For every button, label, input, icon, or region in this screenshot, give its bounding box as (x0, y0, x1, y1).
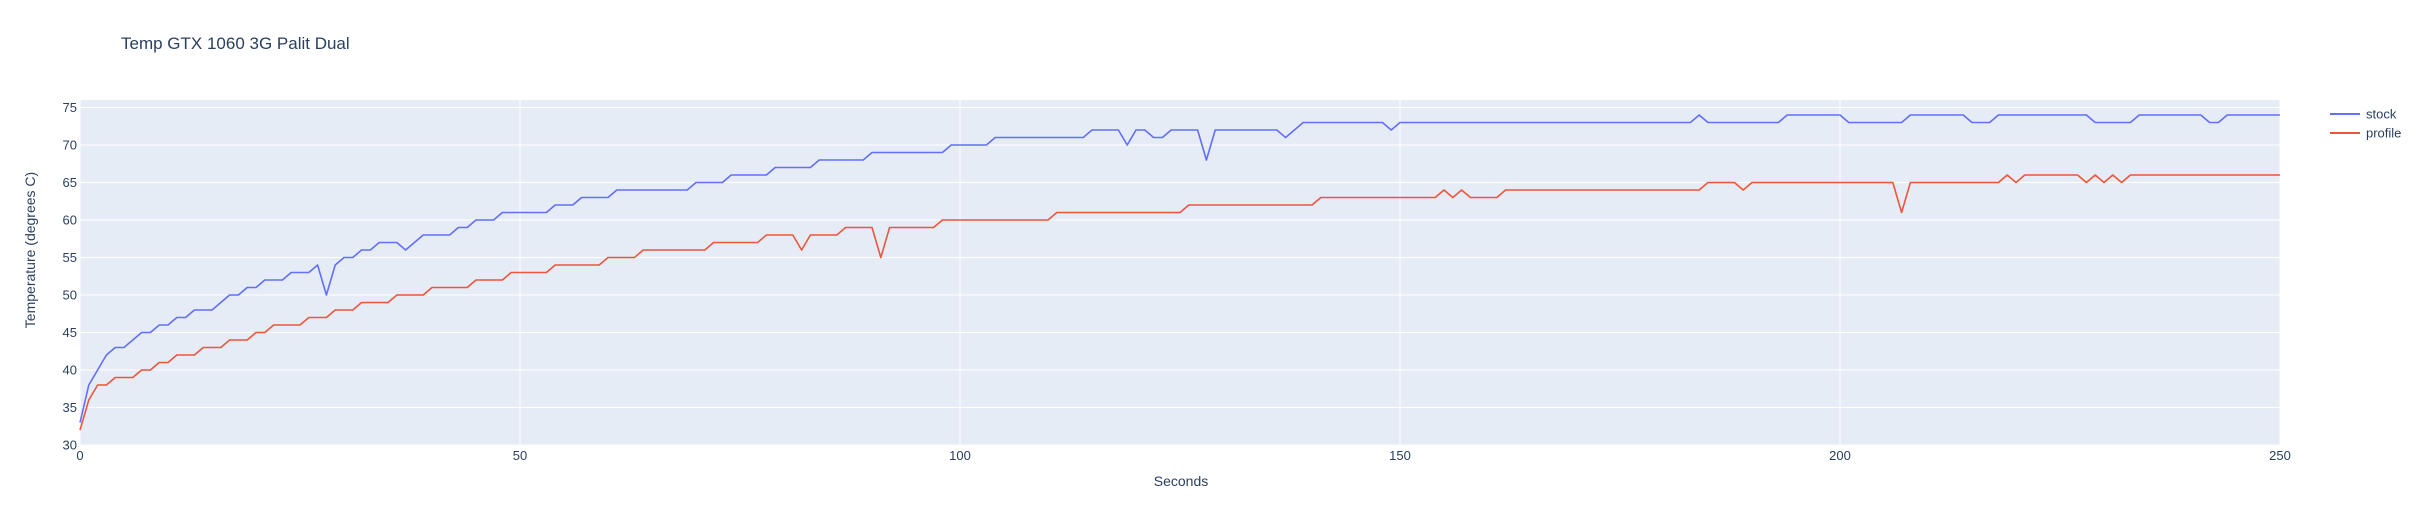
y-tick-label: 40 (63, 363, 77, 378)
x-tick-label: 50 (513, 448, 527, 463)
plot-area (79, 100, 2281, 446)
y-tick-label: 35 (63, 400, 77, 415)
series-line-profile (79, 174, 2280, 431)
y-tick-label: 60 (63, 213, 77, 228)
legend[interactable]: stock profile (2330, 107, 2401, 141)
series-line-stock (79, 114, 2280, 423)
x-tick-label: 100 (949, 448, 971, 463)
y-tick-label: 55 (63, 250, 77, 265)
y-tick-label: 30 (63, 438, 77, 453)
y-tick-label: 50 (63, 288, 77, 303)
y-tick-label: 45 (63, 325, 77, 340)
y-tick-label: 70 (63, 138, 77, 153)
y-tick-label: 65 (63, 175, 77, 190)
x-tick-label: 0 (76, 448, 83, 463)
y-tick-label: 75 (63, 100, 77, 115)
legend-item-stock[interactable]: stock (2330, 107, 2397, 122)
x-tick-label: 250 (2269, 448, 2291, 463)
y-axis-label: Temperature (degrees C) (22, 172, 38, 328)
series-lines (79, 114, 2280, 431)
x-axis-ticks: 0 50 100 150 200 250 (76, 448, 2290, 463)
x-tick-label: 200 (1829, 448, 1851, 463)
x-axis-label: Seconds (1154, 473, 1208, 489)
legend-item-profile[interactable]: profile (2330, 126, 2401, 141)
y-axis-ticks: 30 35 40 45 50 55 60 65 70 75 (63, 100, 77, 453)
legend-label: stock (2366, 107, 2397, 122)
x-tick-label: 150 (1389, 448, 1411, 463)
chart-title: Temp GTX 1060 3G Palit Dual (121, 34, 350, 53)
plot-background (80, 100, 2280, 445)
legend-label: profile (2366, 126, 2401, 141)
